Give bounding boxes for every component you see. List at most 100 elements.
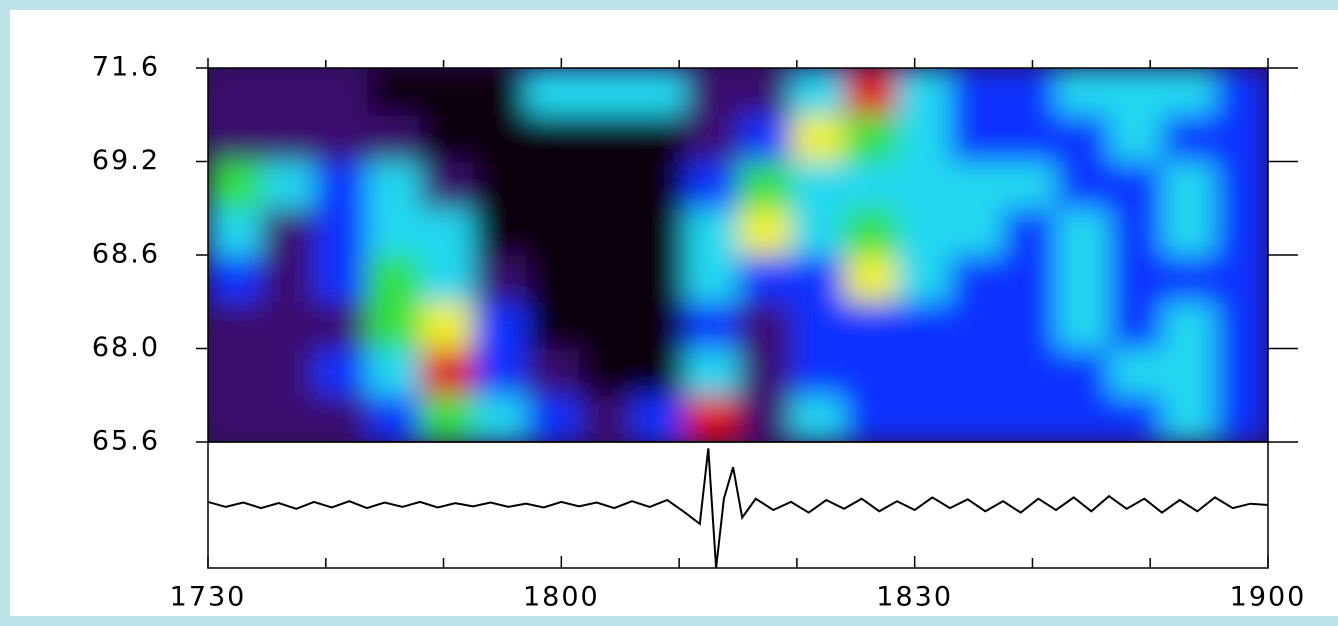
heat-cell (844, 255, 898, 303)
heat-cell (1215, 161, 1268, 209)
heat-cell (208, 348, 262, 396)
heat-cell (1215, 255, 1268, 303)
heat-cell (1109, 208, 1163, 256)
heat-cell (738, 161, 792, 209)
heat-cell (1109, 161, 1163, 209)
heat-cell (1056, 301, 1110, 349)
heat-cell (1162, 114, 1216, 162)
heat-cell (1162, 161, 1216, 209)
heat-cell (314, 255, 368, 303)
heat-cell (632, 395, 686, 442)
heat-cell (367, 68, 421, 116)
heat-cell (1109, 395, 1163, 442)
heat-cell (738, 68, 792, 116)
heat-cell (632, 301, 686, 349)
heat-cell (579, 114, 633, 162)
heat-cell (473, 68, 527, 116)
heat-cell (632, 114, 686, 162)
heat-cell (208, 301, 262, 349)
heat-cell (844, 114, 898, 162)
y-tick-label: 69.2 (92, 145, 160, 176)
heat-cell (579, 255, 633, 303)
heat-cell (632, 68, 686, 116)
heat-cell (367, 348, 421, 396)
heat-cell (526, 255, 580, 303)
heat-cell (685, 395, 739, 442)
heat-cell (579, 161, 633, 209)
heat-cell (791, 161, 845, 209)
heat-cell (1056, 395, 1110, 442)
heat-cell (897, 395, 951, 442)
heat-cell (1109, 114, 1163, 162)
heat-cell (950, 348, 1004, 396)
heat-cell (897, 208, 951, 256)
heat-cell (1056, 161, 1110, 209)
heat-cell (1003, 161, 1057, 209)
heat-cell (526, 301, 580, 349)
heat-cell (579, 348, 633, 396)
heat-cell (950, 395, 1004, 442)
heat-cell (579, 395, 633, 442)
heat-cell (367, 255, 421, 303)
heat-cell (261, 301, 315, 349)
heat-cell (1162, 348, 1216, 396)
heat-cell (261, 68, 315, 116)
heat-cell (1003, 114, 1057, 162)
heatmap (208, 68, 1268, 442)
heat-cell (897, 114, 951, 162)
heat-cell (1215, 114, 1268, 162)
heat-cell (1056, 255, 1110, 303)
heat-cell (791, 114, 845, 162)
heat-cell (261, 208, 315, 256)
heat-cell (685, 301, 739, 349)
heat-cell (1003, 301, 1057, 349)
heat-cell (1162, 255, 1216, 303)
heat-cell (1003, 255, 1057, 303)
heat-cell (473, 348, 527, 396)
heat-cell (420, 255, 474, 303)
heat-cell (420, 301, 474, 349)
heat-cell (844, 301, 898, 349)
heat-cell (261, 395, 315, 442)
heat-cell (261, 114, 315, 162)
heat-cell (420, 348, 474, 396)
heatmap-cells (208, 68, 1268, 442)
heat-cell (208, 208, 262, 256)
heat-cell (738, 114, 792, 162)
heat-cell (738, 255, 792, 303)
heat-cell (685, 348, 739, 396)
heat-cell (1215, 395, 1268, 442)
heat-cell (950, 301, 1004, 349)
heat-cell (685, 114, 739, 162)
heat-cell (844, 395, 898, 442)
heat-cell (261, 255, 315, 303)
heat-cell (208, 255, 262, 303)
heat-cell (420, 208, 474, 256)
heat-cell (314, 161, 368, 209)
heat-cell (632, 255, 686, 303)
heat-cell (526, 161, 580, 209)
heat-cell (950, 114, 1004, 162)
heat-cell (791, 255, 845, 303)
heat-cell (1162, 395, 1216, 442)
heat-cell (1056, 208, 1110, 256)
heat-cell (208, 395, 262, 442)
heat-cell (579, 208, 633, 256)
heat-cell (632, 348, 686, 396)
heat-cell (526, 208, 580, 256)
heat-cell (473, 114, 527, 162)
heat-cell (1162, 301, 1216, 349)
heat-cell (473, 395, 527, 442)
heat-cell (685, 208, 739, 256)
heat-cell (685, 161, 739, 209)
heat-cell (897, 348, 951, 396)
heat-cell (473, 301, 527, 349)
heat-cell (897, 301, 951, 349)
y-tick-label: 71.6 (92, 52, 160, 83)
heat-cell (579, 68, 633, 116)
heat-cell (314, 395, 368, 442)
heat-cell (473, 161, 527, 209)
trace-frame (207, 441, 1269, 569)
heat-cell (897, 68, 951, 116)
heat-cell (1056, 114, 1110, 162)
